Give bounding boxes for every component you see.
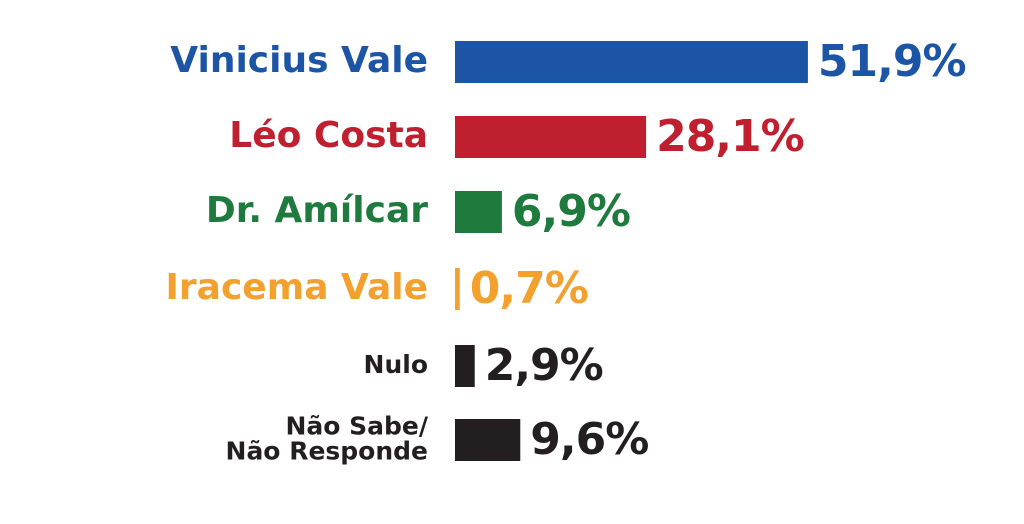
category-label: Nulo: [364, 350, 428, 379]
label-line: Não Sabe/: [285, 412, 428, 441]
value-label: 0,7%: [470, 263, 588, 314]
bar: [455, 419, 521, 461]
category-label: Dr. Amílcar: [206, 190, 428, 231]
label-line: Dr. Amílcar: [206, 190, 428, 231]
label-line: Nulo: [364, 350, 428, 379]
value-label: 6,9%: [512, 186, 630, 237]
bar: [455, 41, 808, 83]
category-label: Iracema Vale: [166, 267, 428, 308]
category-label: Vinicius Vale: [170, 40, 428, 81]
value-label: 2,9%: [485, 340, 603, 391]
label-line: Léo Costa: [229, 115, 428, 156]
label-line: Vinicius Vale: [170, 40, 428, 81]
value-label: 51,9%: [818, 36, 966, 87]
value-label: 28,1%: [656, 111, 804, 162]
label-line: Não Responde: [226, 437, 428, 466]
value-label: 9,6%: [530, 414, 648, 465]
category-label: Léo Costa: [229, 115, 428, 156]
bar: [455, 116, 647, 158]
bar: [455, 191, 502, 233]
bar: [455, 345, 475, 387]
label-line: Iracema Vale: [166, 267, 428, 308]
bar: [455, 268, 460, 310]
category-label: Não Sabe/Não Responde: [226, 412, 429, 466]
